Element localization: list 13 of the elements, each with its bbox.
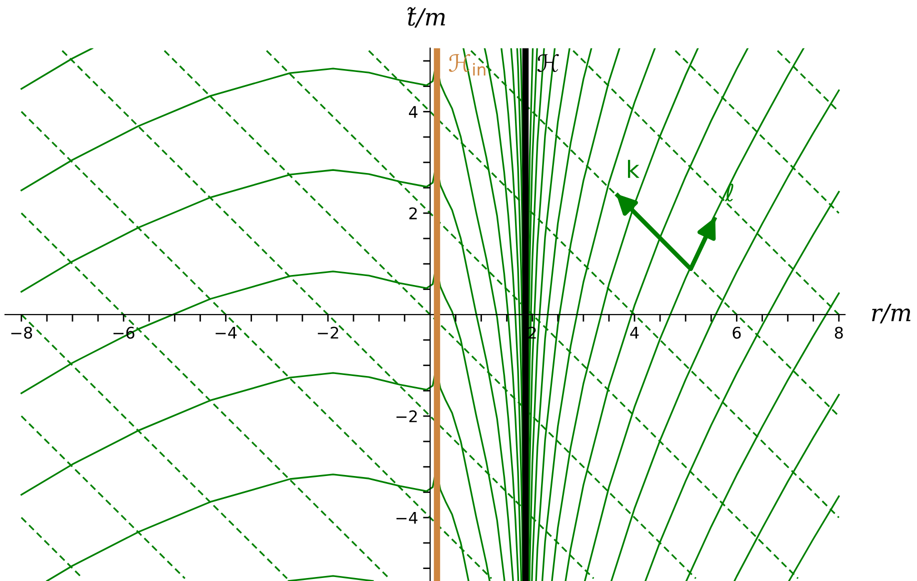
x-tick-label: −4 xyxy=(216,326,237,339)
y-tick-label: 4 xyxy=(408,106,418,118)
y-axis-title: t̃/m xyxy=(407,7,445,28)
y-tick-label: −2 xyxy=(396,410,417,422)
x-tick-label: −8 xyxy=(11,326,32,339)
x-axis-title: r/m xyxy=(872,304,910,324)
y-tick-label: −4 xyxy=(396,512,418,524)
y-tick-label: 2 xyxy=(409,207,417,220)
x-tick-label: 6 xyxy=(732,326,741,339)
x-tick-label: −2 xyxy=(318,326,338,339)
x-tick-label: 8 xyxy=(834,326,843,339)
series-label: k xyxy=(628,160,640,178)
x-tick-label: 4 xyxy=(630,326,639,339)
